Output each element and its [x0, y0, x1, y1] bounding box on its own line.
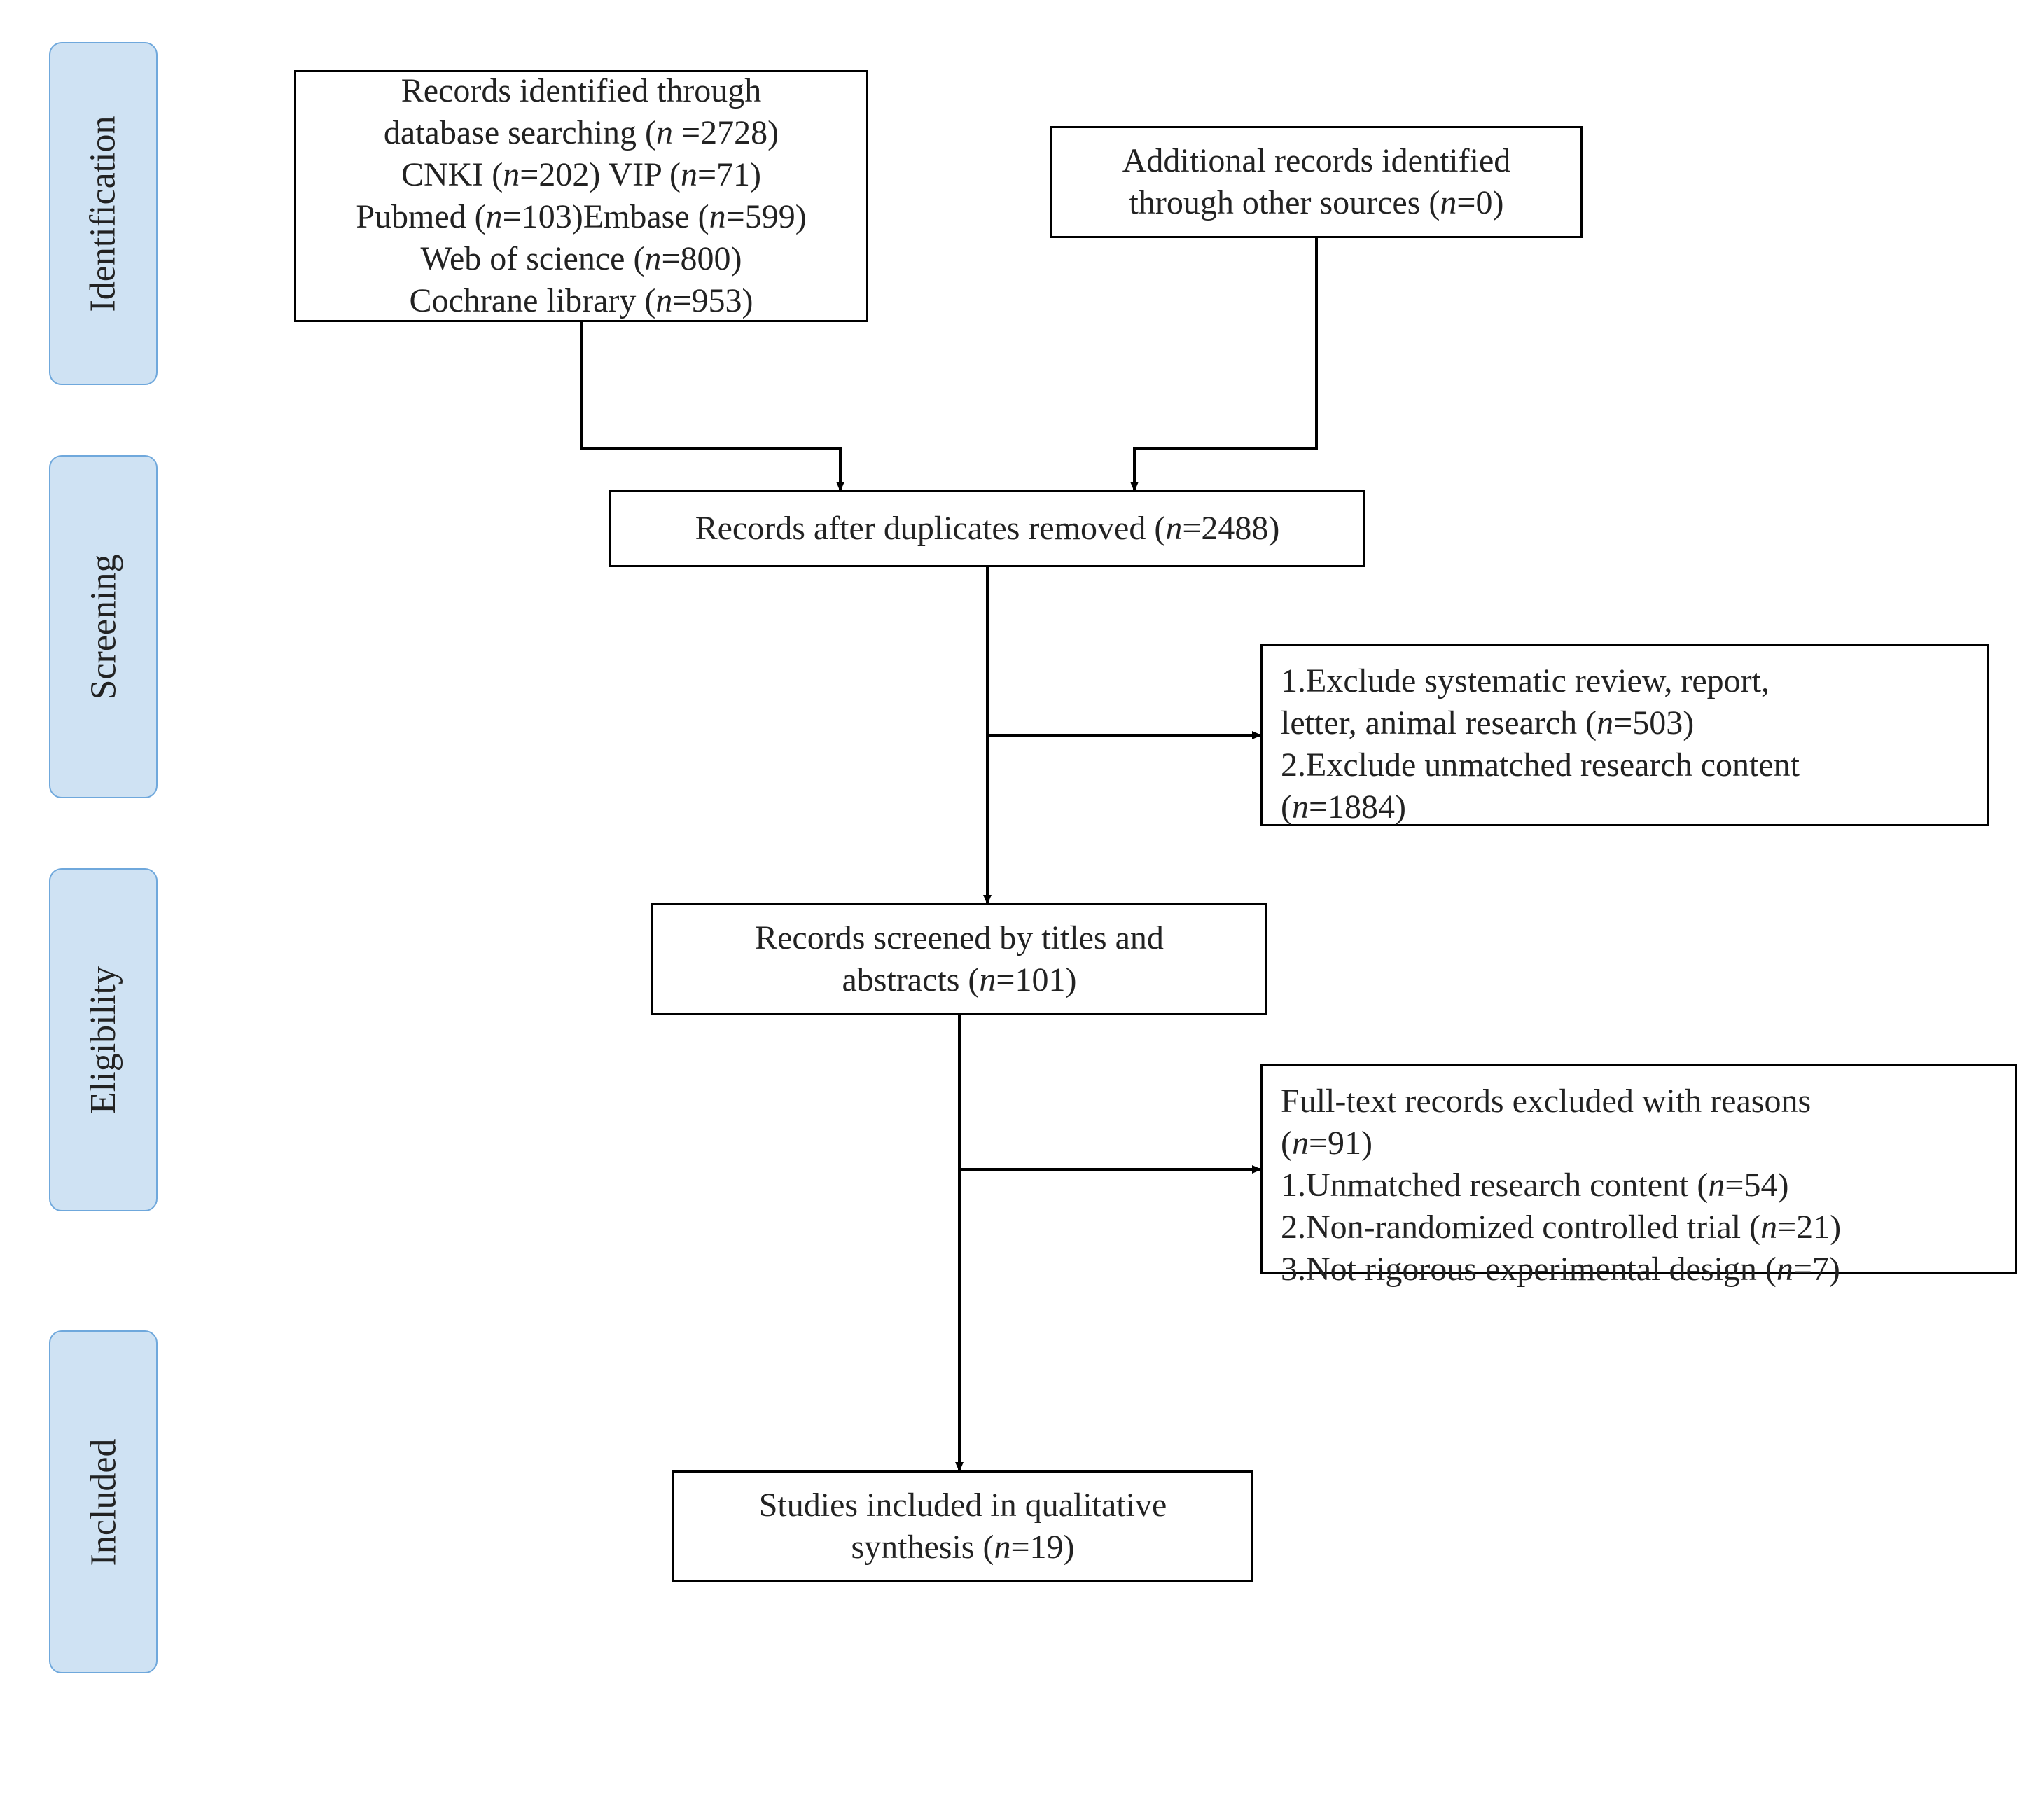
node-line: (n=1884) [1281, 786, 1406, 828]
prisma-flowchart: Identification Screening Eligibility Inc… [0, 0, 2044, 1796]
stage-eligibility-label: Eligibility [83, 966, 124, 1114]
node-records-other-sources: Additional records identifiedthrough oth… [1050, 126, 1583, 238]
node-line: database searching (n =2728) [384, 112, 779, 154]
stage-screening-label: Screening [83, 554, 124, 699]
node-line: Cochrane library (n=953) [410, 280, 753, 322]
node-line: Full-text records excluded with reasons [1281, 1080, 1811, 1122]
node-line: CNKI (n=202) VIP (n=71) [401, 154, 761, 196]
node-line: Records screened by titles and [755, 917, 1164, 959]
stage-included: Included [49, 1330, 158, 1673]
node-line: 1.Exclude systematic review, report, [1281, 660, 1770, 702]
node-exclusion-fulltext: Full-text records excluded with reasons(… [1260, 1064, 2017, 1274]
node-screened-titles-abstracts: Records screened by titles andabstracts … [651, 903, 1267, 1015]
node-line: Pubmed (n=103)Embase (n=599) [356, 196, 806, 238]
node-included-studies: Studies included in qualitativesynthesis… [672, 1470, 1253, 1582]
node-line: Web of science (n=800) [420, 238, 742, 280]
flow-edge [1134, 238, 1316, 490]
node-line: letter, animal research (n=503) [1281, 702, 1694, 744]
flow-edge [581, 322, 840, 490]
node-line: (n=91) [1281, 1122, 1372, 1164]
node-exclusion-screening: 1.Exclude systematic review, report,lett… [1260, 644, 1989, 826]
node-line: 2.Exclude unmatched research content [1281, 744, 1800, 786]
stage-identification: Identification [49, 42, 158, 385]
node-line: Studies included in qualitative [759, 1484, 1167, 1526]
node-after-duplicates: Records after duplicates removed (n=2488… [609, 490, 1365, 567]
stage-identification-label: Identification [83, 116, 124, 312]
node-line: abstracts (n=101) [842, 959, 1077, 1001]
node-line: 1.Unmatched research content (n=54) [1281, 1164, 1788, 1206]
node-line: 3.Not rigorous experimental design (n=7) [1281, 1248, 1840, 1290]
node-records-database: Records identified throughdatabase searc… [294, 70, 868, 322]
stage-eligibility: Eligibility [49, 868, 158, 1211]
node-line: through other sources (n=0) [1129, 182, 1504, 224]
node-line: Records identified through [401, 70, 762, 112]
node-line: Additional records identified [1122, 140, 1511, 182]
stage-included-label: Included [83, 1438, 124, 1566]
node-line: synthesis (n=19) [851, 1526, 1074, 1568]
node-line: Records after duplicates removed (n=2488… [695, 508, 1280, 550]
node-line: 2.Non-randomized controlled trial (n=21) [1281, 1206, 1841, 1248]
stage-screening: Screening [49, 455, 158, 798]
